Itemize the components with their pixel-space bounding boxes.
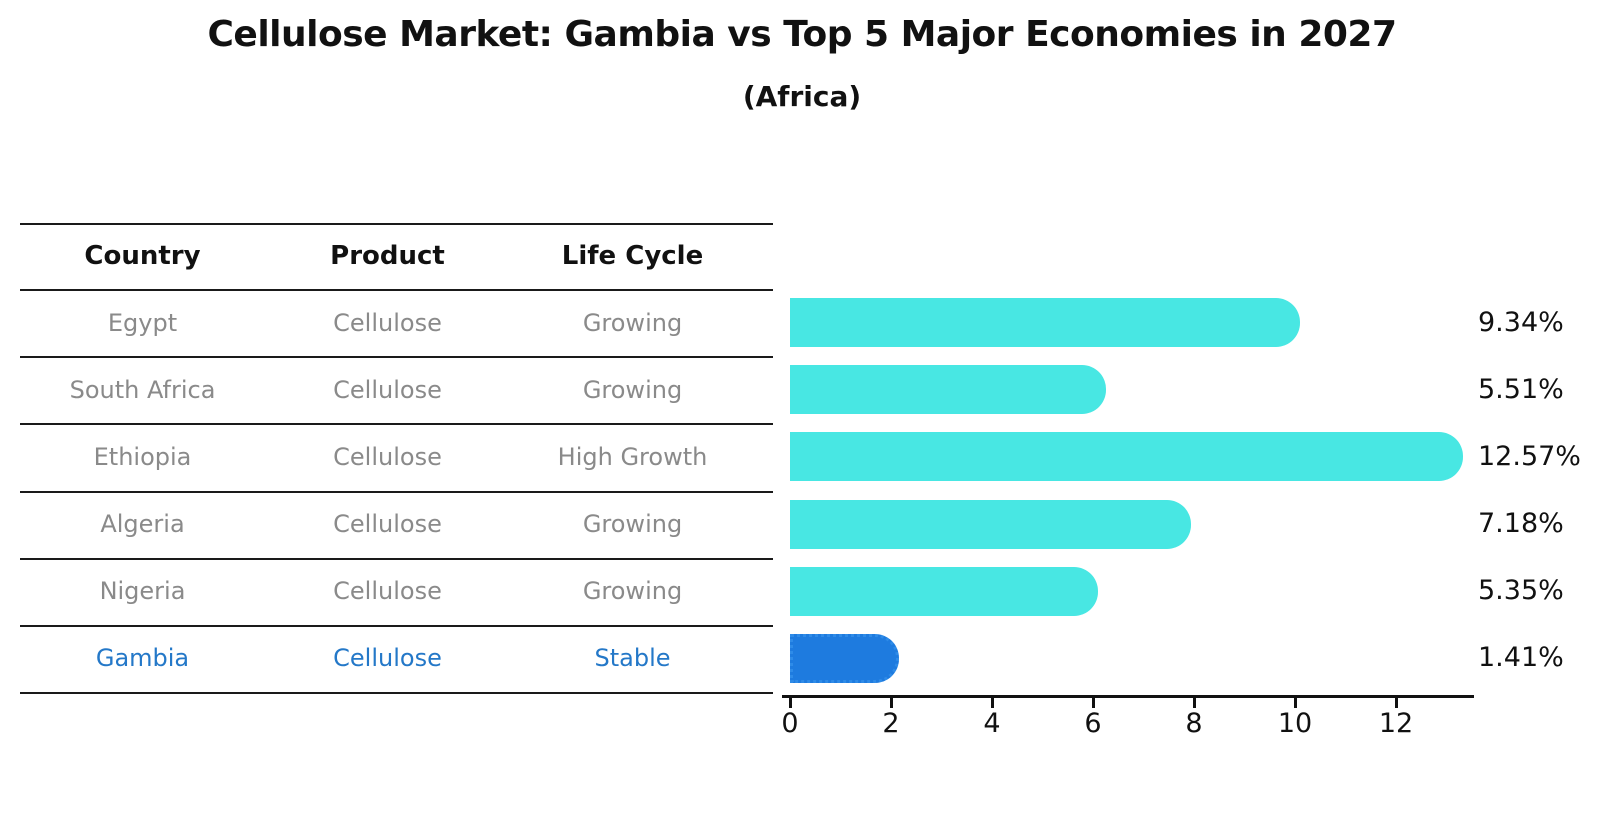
life-cycle-cell: Growing [582,510,683,539]
life-cycle-cell: Growing [582,308,683,337]
table-row: Ethiopia Cellulose High Growth [20,423,755,490]
table-row: South Africa Cellulose Growing [20,356,755,423]
country-cell: Gambia [95,644,190,673]
product-cell: Cellulose [333,375,442,404]
country-cell: South Africa [69,375,216,404]
column-header: Life Cycle [561,241,704,271]
product-cell: Cellulose [333,308,442,337]
table-header-row: Country Product Life Cycle [20,223,755,289]
row-separator-line [20,624,773,627]
market-share-bar [790,365,1107,415]
x-tick [889,698,893,708]
chart-title: Cellulose Market: Gambia vs Top 5 Major … [207,14,1397,55]
table-row: Algeria Cellulose Growing [20,491,755,558]
country-cell: Nigeria [99,577,186,606]
country-cell: Algeria [100,510,185,539]
bar-value-label: 1.41% [1478,642,1564,674]
life-cycle-cell: High Growth [557,442,708,471]
row-separator-line [20,356,773,359]
x-tick-label: 12 [1378,708,1414,739]
x-tick-label: 2 [882,708,900,739]
row-separator-line [20,490,773,493]
product-cell: Cellulose [333,442,442,471]
bar-value-label: 9.34% [1478,306,1564,338]
bar-value-label: 12.57% [1478,440,1581,472]
x-tick [788,698,792,708]
bar-value-label: 5.35% [1478,575,1564,607]
x-tick-label: 8 [1185,708,1203,739]
product-cell: Cellulose [333,510,442,539]
column-header: Product [330,241,445,271]
table-row: Gambia Cellulose Stable [20,625,755,692]
country-cell: Egypt [107,308,178,337]
chart-subtitle: (Africa) [742,80,862,113]
column-header: Country [84,241,201,271]
x-tick-label: 6 [1084,708,1102,739]
row-separator-line [20,289,773,291]
x-tick [1394,698,1398,708]
country-cell: Ethiopia [93,442,192,471]
x-tick [990,698,994,708]
x-tick [1091,698,1095,708]
life-cycle-cell: Growing [582,375,683,404]
x-tick-label: 4 [983,708,1001,739]
bar-value-label: 5.51% [1478,373,1564,405]
product-cell: Cellulose [333,577,442,606]
row-separator-line [20,692,773,694]
x-tick-label: 0 [781,708,799,739]
row-separator-line [20,423,773,426]
x-tick-label: 10 [1277,708,1313,739]
x-axis-line [782,695,1474,698]
row-separator-line [20,557,773,560]
x-tick [1192,698,1196,708]
market-share-bar [790,298,1300,347]
market-share-bar [790,499,1191,549]
market-share-bar [790,432,1463,482]
bar-value-label: 7.18% [1478,508,1564,540]
life-cycle-cell: Stable [594,644,671,673]
row-separator-line [20,223,773,225]
table-row: Egypt Cellulose Growing [20,289,755,356]
table-row: Nigeria Cellulose Growing [20,558,755,625]
life-cycle-cell: Growing [582,577,683,606]
product-cell: Cellulose [333,644,442,673]
market-share-bar [790,566,1099,616]
market-share-bar-highlight [790,633,900,683]
x-tick [1293,698,1297,708]
